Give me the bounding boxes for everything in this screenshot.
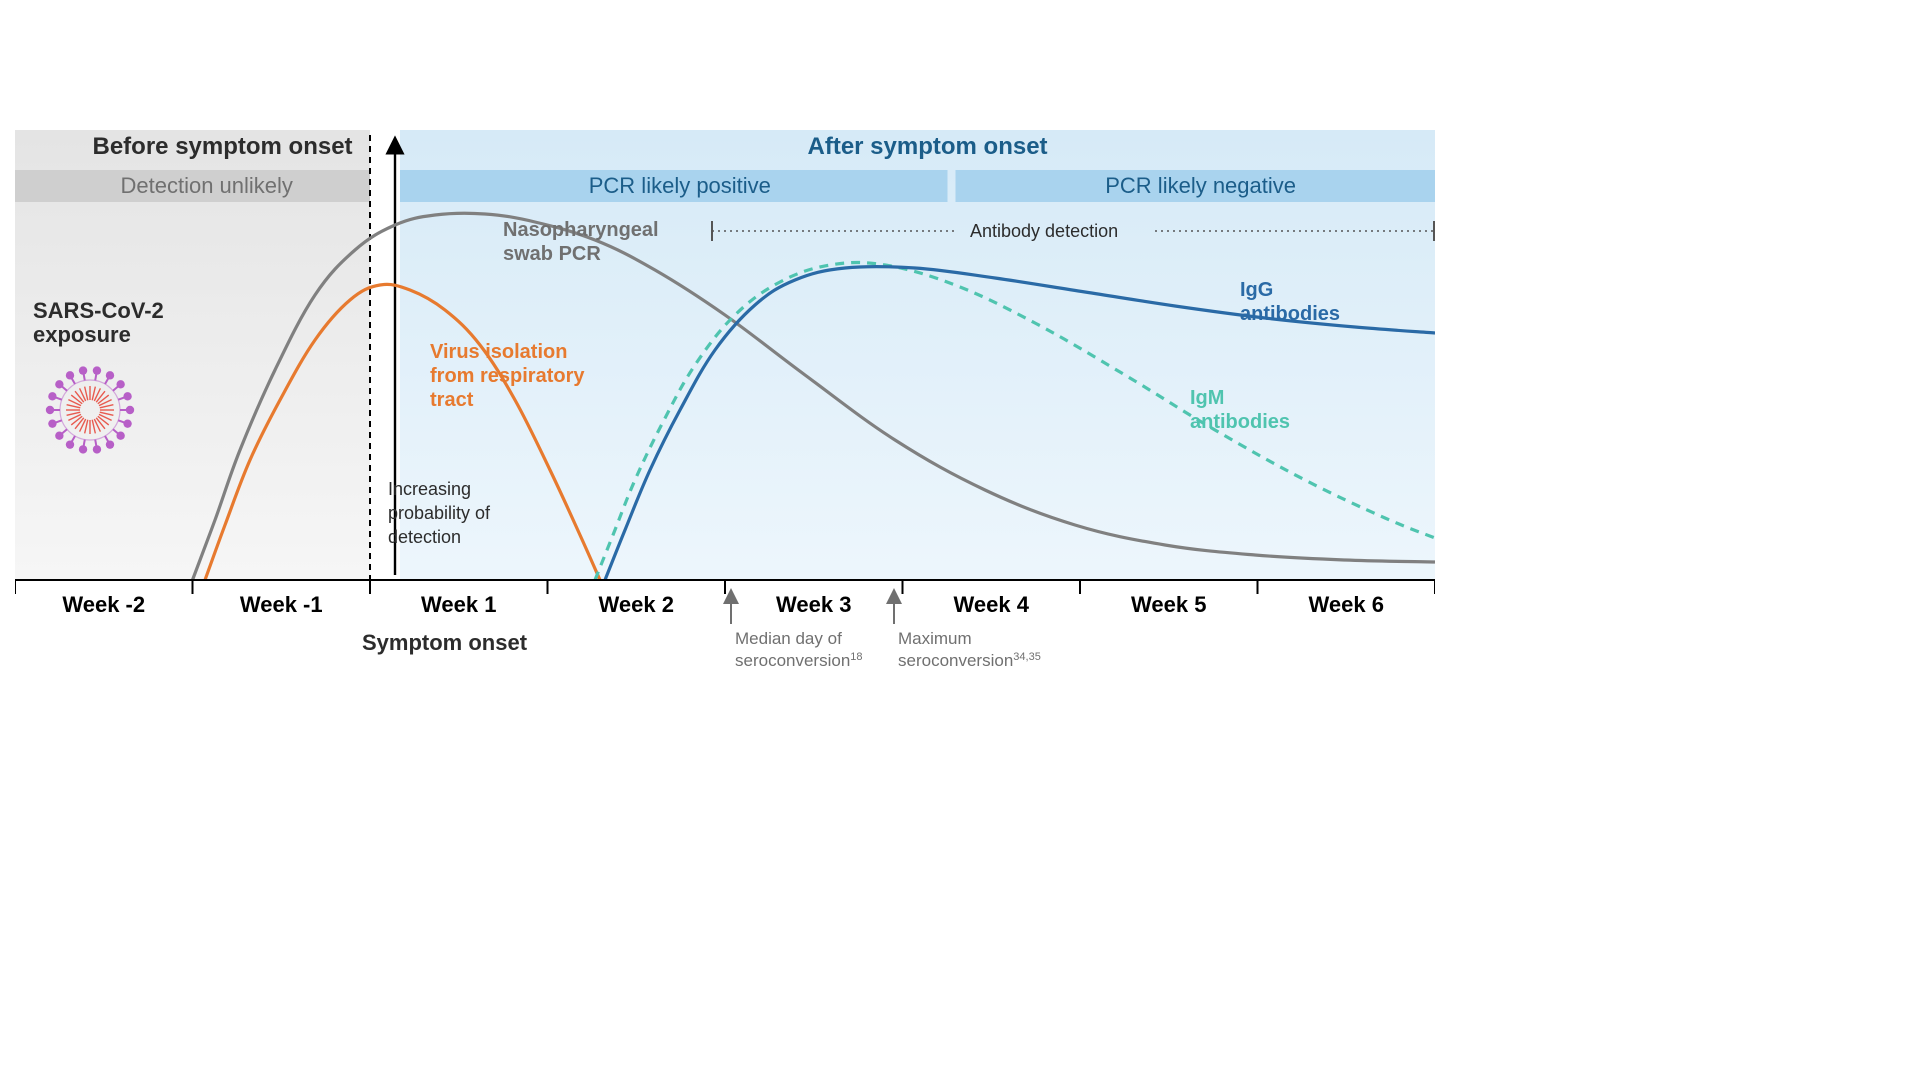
antibody-detection-label: Antibody detection xyxy=(970,221,1118,241)
median-sero-label: Median day ofseroconversion18 xyxy=(735,629,863,670)
week-label: Week 6 xyxy=(1309,592,1384,617)
pcr-pos: PCR likely positive xyxy=(589,173,771,198)
after-title: After symptom onset xyxy=(808,133,1048,160)
week-label: Week 5 xyxy=(1131,592,1206,617)
pcr-neg: PCR likely negative xyxy=(1105,173,1296,198)
week-label: Week -2 xyxy=(62,592,145,617)
week-label: Week 4 xyxy=(954,592,1030,617)
week-label: Week -1 xyxy=(240,592,323,617)
week-label: Week 1 xyxy=(421,592,496,617)
before-title: Before symptom onset xyxy=(93,133,353,160)
max-sero-label: Maximumseroconversion34,35 xyxy=(898,629,1041,670)
timeline-diagram: Before symptom onset Detection unlikely Af… xyxy=(15,130,1435,690)
chart-svg: Before symptom onset Detection unlikely Af… xyxy=(15,130,1435,690)
symptom-onset-label: Symptom onset xyxy=(362,630,528,655)
week-label: Week 3 xyxy=(776,592,851,617)
week-label: Week 2 xyxy=(599,592,674,617)
before-sub: Detection unlikely xyxy=(121,173,293,198)
